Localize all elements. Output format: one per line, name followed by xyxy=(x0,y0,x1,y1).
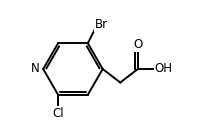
Text: Br: Br xyxy=(95,18,108,31)
Text: OH: OH xyxy=(155,63,173,75)
Text: Cl: Cl xyxy=(52,107,64,120)
Text: N: N xyxy=(31,63,40,75)
Text: O: O xyxy=(133,38,142,51)
